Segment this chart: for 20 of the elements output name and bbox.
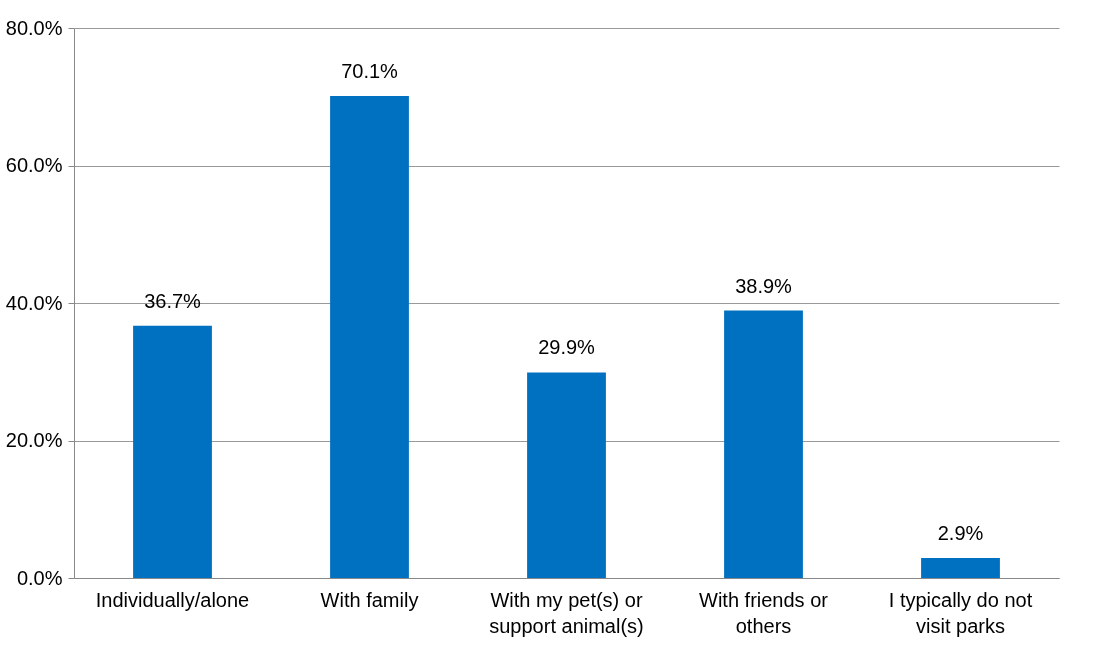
data-label: 29.9%	[538, 336, 596, 359]
x-tick-label: Individually/alone	[95, 588, 250, 611]
data-label: 38.9%	[735, 274, 793, 297]
bar	[330, 96, 409, 578]
bar	[133, 325, 212, 578]
x-tick-label: With family	[320, 588, 419, 611]
y-tick-label: 20.0%	[5, 429, 63, 451]
bar	[527, 372, 606, 578]
y-tick-label: 80.0%	[5, 16, 63, 39]
x-tick-label: I typically do not visit parks	[888, 588, 1033, 637]
y-tick-label: 60.0%	[5, 154, 63, 176]
bar	[724, 310, 803, 578]
bar	[921, 558, 1000, 578]
y-tick-label: 0.0%	[16, 566, 63, 589]
data-label: 70.1%	[341, 60, 399, 83]
x-tick-label: With friends or others	[699, 588, 829, 637]
x-tick-label: With my pet(s) or support animal(s)	[489, 588, 644, 637]
data-label: 36.7%	[144, 289, 202, 312]
y-tick-label: 40.0%	[5, 291, 63, 314]
data-label: 2.9%	[937, 522, 984, 545]
